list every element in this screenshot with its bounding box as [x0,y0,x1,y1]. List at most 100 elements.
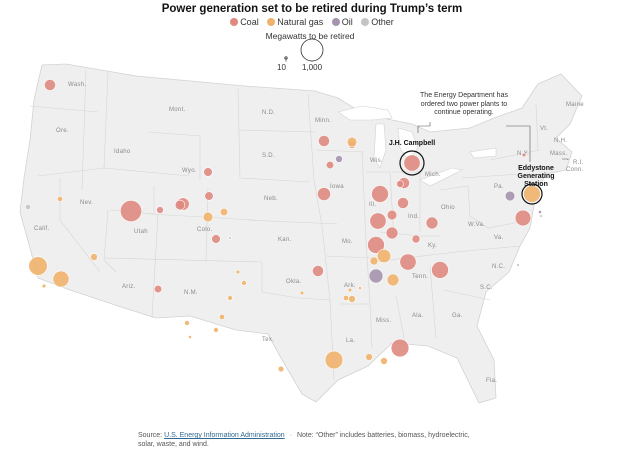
plant-bubble [312,265,324,277]
legend-item-other: Other [361,17,394,27]
state-label: Iowa [330,184,344,190]
plant-bubble [386,273,400,287]
plant-bubble [523,185,541,203]
footer-note: Note: “Other” includes batteries, biomas… [138,432,470,448]
lake-ontario [469,147,497,159]
plant-label-jh-campbell: J.H. Campbell [388,140,436,147]
plant-bubble [203,167,213,177]
plant-bubble [277,365,285,373]
plant-bubble [516,263,520,267]
size-legend-circles [284,38,324,62]
plant-bubble [380,357,388,365]
state-label: Ariz. [122,284,136,290]
legend-item-coal: Coal [230,17,259,27]
plant-bubble [403,154,421,172]
state-label: N.M. [184,290,198,296]
state-label: Ark. [344,283,356,289]
state-label: W.Va. [468,222,485,228]
annotation-leaders [417,122,569,162]
state-label: S.D. [262,153,275,159]
legend-item-oil: Oil [331,17,353,27]
state-label: Wyo. [182,168,197,174]
legend-item-natural-gas: Natural gas [267,17,323,27]
plant-bubble [385,226,399,240]
state-label: N.H. [554,138,567,144]
state-label: Mont. [169,107,186,113]
state-label: Ore. [56,128,69,134]
plant-bubble [156,206,164,214]
plant-bubble [219,207,229,217]
highlight-ring-jh-campbell [399,150,425,176]
state-label: Kan. [278,237,292,243]
plant-bubble [120,200,143,223]
legend-swatch-other [361,18,370,26]
state-label: Pa. [494,184,504,190]
chart-title: Power generation set to be retired durin… [161,3,463,15]
plant-bubble [346,136,358,148]
plant-bubble [396,180,404,188]
plant-bubble [219,313,226,320]
state-label: S.C. [480,285,493,291]
plant-bubble [202,211,214,223]
plant-bubble [411,234,421,244]
state-label: Mo. [342,239,353,245]
plant-bubble [390,338,410,358]
legend-swatch-natural-gas [267,18,276,26]
plant-bubble [348,295,356,303]
plant-bubble [318,135,330,147]
plant-bubble [44,79,56,91]
plant-bubble [174,199,186,211]
plant-bubble [358,286,362,290]
lake-huron [397,127,419,161]
color-legend: Coal Natural gas Oil Other [0,17,624,27]
source-link[interactable]: U.S. Energy Information Administration [164,432,285,439]
state-label: Utah [134,229,148,235]
plant-bubble [504,190,516,202]
plant-bubble [241,280,247,286]
plant-bubble [431,261,449,279]
plant-bubble [376,248,392,264]
plant-bubble [52,270,70,288]
plant-bubble [299,290,305,296]
state-label: Nev. [80,200,93,206]
state-label: La. [346,338,355,344]
state-label: Idaho [114,149,131,155]
plant-bubble [211,234,221,244]
plant-bubble [399,253,417,271]
state-label: Tex. [262,337,274,343]
plant-bubble [204,191,214,201]
plant-bubble [397,197,409,209]
state-label: Conn. [566,167,584,173]
state-label: Vt. [540,126,548,132]
plant-label-eddystone: Eddystone Generating Station [517,165,555,188]
plant-bubble [213,327,219,333]
lake-erie [419,167,463,187]
state-label: Miss. [376,318,392,324]
plant-bubble [365,353,373,361]
plant-bubble [342,294,349,301]
legend-swatch-coal [230,18,239,26]
legend-label-other: Other [371,17,394,27]
plant-bubble [56,196,63,203]
state-label: Wis. [370,158,383,164]
highlight-ring-eddystone [521,183,543,205]
plant-bubble [41,283,47,289]
state-label: Ind. [408,214,419,220]
plant-bubble [539,214,543,218]
legend-label-coal: Coal [240,17,259,27]
state-label: Tenn. [412,274,428,280]
plant-bubble [317,187,331,201]
state-label: Calif. [34,226,50,232]
state-label: Ky. [428,243,437,249]
footer-separator: · [289,432,292,439]
size-legend-large-circle [300,38,324,62]
size-legend-min-label: 10 [277,63,286,72]
state-label: Wash. [68,82,86,88]
plant-bubble [90,253,98,261]
plant-bubble [28,256,48,276]
plant-bubble [184,320,190,326]
plant-bubble [386,209,398,221]
plant-bubbles [24,79,543,373]
state-label: Mich. [425,172,441,178]
state-label: Neb. [264,196,278,202]
